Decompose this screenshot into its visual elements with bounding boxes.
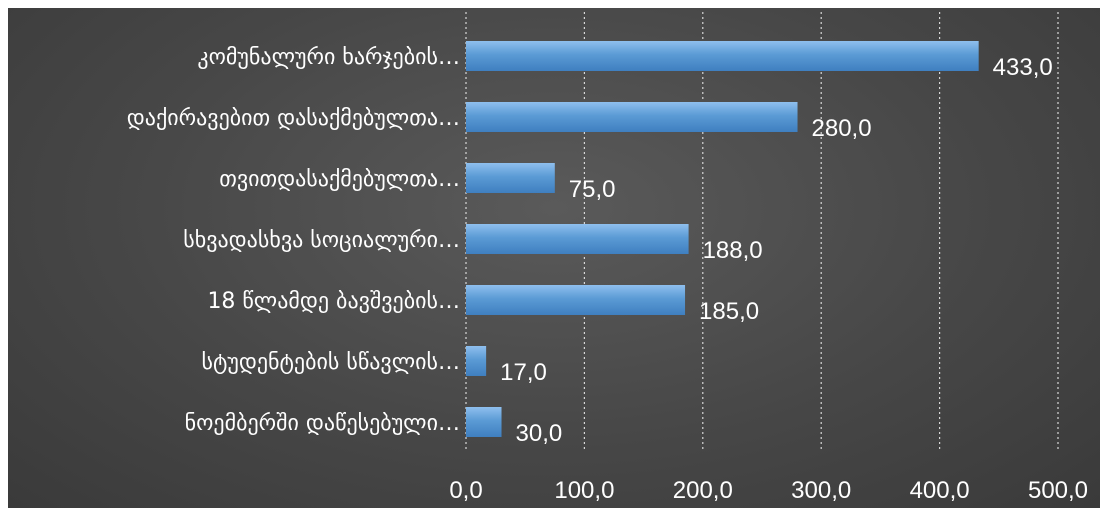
data-label: 188,0 (703, 237, 763, 264)
data-label: 17,0 (500, 359, 547, 386)
category-label: თვითდასაქმებულთა… (219, 167, 460, 192)
x-tick-label: 100,0 (554, 477, 614, 504)
labels: 0,0 100,0 200,0 300,0 400,0 500,0 კომუნალური ხ… (127, 45, 1088, 504)
data-label: 75,0 (569, 176, 616, 203)
x-tick-label: 400,0 (910, 477, 970, 504)
data-label: 185,0 (699, 298, 759, 325)
data-label: 30,0 (516, 420, 563, 447)
chart-area: 0,0 100,0 200,0 300,0 400,0 500,0 კომუნალური ხ… (8, 8, 1100, 508)
x-tick-label: 0,0 (449, 477, 482, 504)
x-tick-label: 300,0 (791, 477, 851, 504)
category-label: დაქირავებით დასაქმებულთა… (127, 106, 460, 131)
category-label: სხვადასხვა სოციალური… (183, 228, 460, 253)
bar (466, 102, 798, 132)
bar (466, 346, 487, 376)
category-label: კომუნალური ხარჯების… (197, 45, 460, 70)
data-label: 433,0 (993, 54, 1053, 81)
bar (466, 41, 979, 71)
bar (466, 407, 502, 437)
x-tick-label: 200,0 (673, 477, 733, 504)
bars (466, 41, 979, 437)
bar (466, 163, 555, 193)
category-label: ნოემბერში დაწესებული… (185, 411, 460, 436)
category-label: სტუდენტების სწავლის… (202, 350, 461, 375)
bar (466, 224, 689, 254)
category-label: 18 წლამდე ბავშვების… (207, 289, 460, 314)
bar (466, 285, 686, 315)
data-label: 280,0 (812, 115, 872, 142)
bar-chart: 0,0 100,0 200,0 300,0 400,0 500,0 კომუნალური ხ… (127, 12, 1088, 504)
x-tick-label: 500,0 (1028, 477, 1088, 504)
